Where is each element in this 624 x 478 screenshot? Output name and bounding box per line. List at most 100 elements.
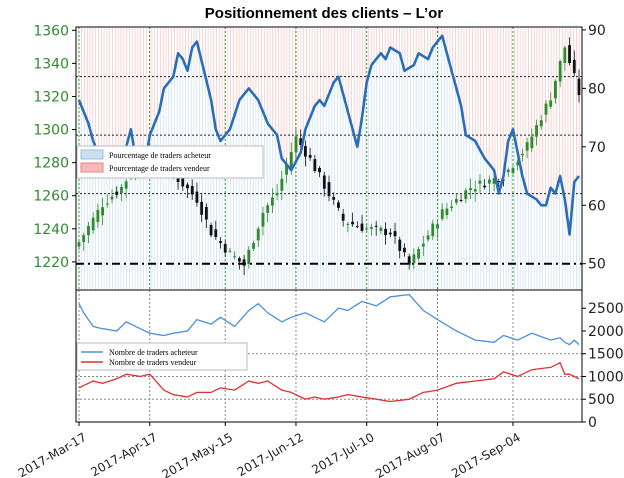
candle-body <box>242 259 246 266</box>
candle-body <box>426 235 430 240</box>
candle-body <box>252 242 255 249</box>
candle <box>417 246 421 262</box>
candle <box>454 193 458 206</box>
candle <box>483 178 487 190</box>
candle <box>403 243 406 257</box>
candle <box>223 240 227 257</box>
candle <box>388 228 392 238</box>
candle <box>270 188 274 213</box>
candle-body <box>454 198 458 203</box>
candle <box>459 194 463 203</box>
x-tick-label-3: 2017-Jun-12 <box>235 430 306 478</box>
candle <box>294 128 298 161</box>
candle-body <box>275 192 279 196</box>
candle <box>464 188 468 204</box>
candle <box>577 69 581 103</box>
candle-body <box>190 186 194 195</box>
candle <box>544 100 548 123</box>
right-tick-label-4: 90 <box>588 23 606 39</box>
chart-title: Positionnement des clients – L’or <box>205 5 444 22</box>
candle-body <box>280 178 284 191</box>
candle <box>516 159 520 171</box>
x-tick-label-2: 2017-May-15 <box>160 430 235 478</box>
candle <box>511 165 515 178</box>
candle <box>431 219 435 240</box>
candle <box>110 189 114 204</box>
candle-body <box>355 226 359 228</box>
candle <box>195 182 199 207</box>
candle-body <box>176 175 180 183</box>
candle <box>520 148 524 162</box>
pct-fill-layer <box>75 28 583 289</box>
candle-body <box>412 254 416 264</box>
candle-body <box>209 224 213 236</box>
candle <box>275 183 279 201</box>
bottom-right-tick-label-0: 0 <box>588 415 597 431</box>
candle <box>280 170 284 200</box>
left-tick-label-2: 1260 <box>33 189 69 205</box>
candle <box>115 186 119 199</box>
candle <box>228 247 232 253</box>
candle <box>572 50 576 77</box>
candle-body <box>539 120 543 127</box>
candle <box>332 192 336 205</box>
count-line-1 <box>78 361 580 403</box>
candle <box>530 128 534 152</box>
candle <box>549 92 553 109</box>
candle-body <box>256 228 260 241</box>
candle-body <box>421 243 425 247</box>
bottom-right-tick-label-5: 2500 <box>588 301 624 317</box>
candle <box>308 147 312 161</box>
left-tick-label-3: 1280 <box>33 156 69 172</box>
candle-body <box>289 152 293 169</box>
candle <box>374 220 378 236</box>
candle <box>360 214 364 233</box>
candle <box>525 137 529 159</box>
candle-body <box>497 181 501 183</box>
candle-body <box>308 155 312 158</box>
candle <box>440 203 444 221</box>
candle <box>242 254 246 276</box>
candle-body <box>318 167 321 173</box>
candle <box>91 211 95 234</box>
candle-body <box>403 247 406 253</box>
candle <box>487 175 491 194</box>
candle <box>285 157 288 184</box>
candle-body <box>370 227 373 229</box>
legend-label-short-count: Nombre de traders vendeur <box>109 358 197 367</box>
x-tick-label-4: 2017-Jul-10 <box>309 430 376 477</box>
candle-body <box>214 229 218 238</box>
candle-body <box>511 168 515 173</box>
candle-body <box>577 78 581 96</box>
candle-body <box>360 223 364 231</box>
count-lines-layer <box>78 293 580 403</box>
candle <box>318 166 321 178</box>
candle-body <box>228 250 232 252</box>
candle-body <box>393 231 397 237</box>
candle-body <box>525 142 529 151</box>
legend-label-short: Pourcentage de traders vendeur <box>109 164 210 173</box>
bottom-right-tick-label-2: 1000 <box>588 369 624 385</box>
candle <box>105 194 109 208</box>
candle-body <box>464 190 468 200</box>
candle-body <box>459 199 463 201</box>
bottom-right-tick-label-3: 1500 <box>588 347 624 363</box>
candle <box>200 194 204 223</box>
candle <box>365 223 369 233</box>
candle-body <box>558 61 562 82</box>
candle <box>252 240 255 252</box>
candle-body <box>204 206 208 220</box>
legend-swatch-long <box>80 149 104 160</box>
candle-body <box>313 159 317 172</box>
candle <box>393 222 397 244</box>
right-tick-label-1: 60 <box>588 198 606 214</box>
candle-body <box>388 232 392 235</box>
candle <box>237 256 241 270</box>
candle-body <box>544 103 548 115</box>
candle-body <box>530 136 534 149</box>
candle-body <box>186 184 189 189</box>
candle <box>186 182 189 199</box>
candle-body <box>110 196 114 200</box>
bottom-right-tick-label-1: 500 <box>588 392 615 408</box>
bottom-legend: Nombre de traders acheteur Nombre de tra… <box>76 342 248 371</box>
